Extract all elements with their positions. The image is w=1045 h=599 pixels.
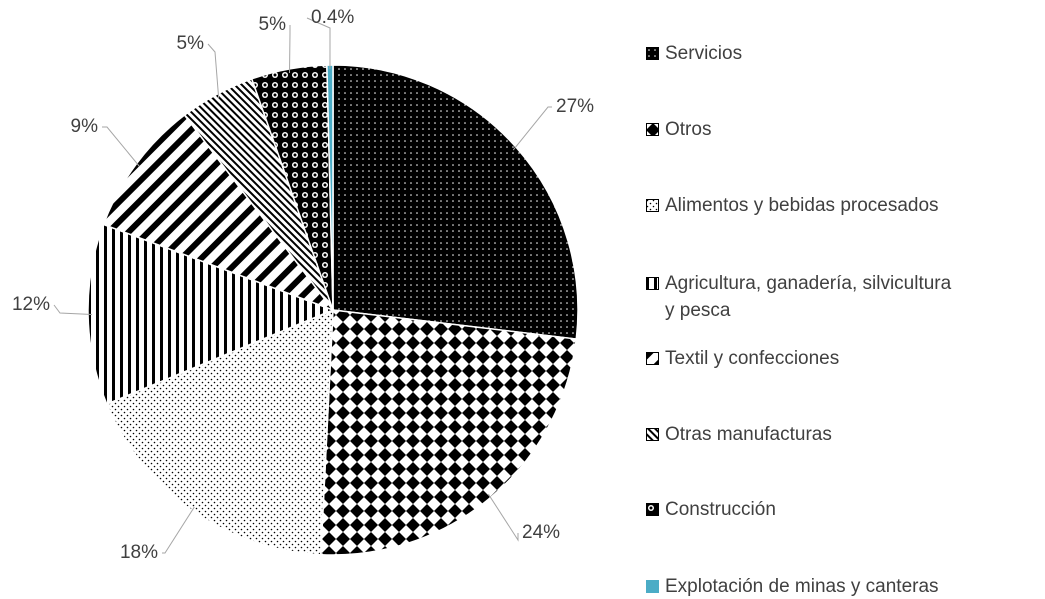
legend-label: Otras manufacturas [665,424,832,445]
legend-swatch [646,428,659,441]
legend-swatch-fill [646,199,659,212]
legend-label: Servicios [665,43,743,64]
legend-swatch [646,47,659,60]
legend-item: Servicios [646,40,1045,67]
leader-line [53,304,93,316]
legend-label: Explotación de minas y canteras [665,576,939,597]
legend-label: Construcción [665,499,776,520]
leader-line [207,43,220,98]
legend-swatch-fill [646,47,659,60]
legend-swatch-fill [646,428,659,441]
legend-item: Agricultura, ganadería, silvicultura y p… [646,270,955,324]
legend-swatch [646,277,659,290]
legend-label: Agricultura, ganadería, silvicultura y p… [665,273,952,321]
leader-line [102,126,140,167]
leader-line [512,106,552,151]
legend-label: Otros [665,119,712,140]
legend-item: Textil y confecciones [646,345,1045,372]
data-label: 24% [522,522,560,543]
legend-label: Textil y confecciones [665,348,840,369]
legend-swatch [646,123,659,136]
legend-item: Explotación de minas y canteras [646,573,1045,599]
leader-line [488,493,519,542]
legend-item: Alimentos y bebidas procesados [646,192,1045,219]
legend-swatch-fill [646,277,659,290]
legend-swatch-fill [646,123,659,136]
leader-line [306,17,331,70]
data-label: 5% [259,14,287,35]
legend-swatch-fill [646,503,659,516]
pie-slice [332,64,579,340]
legend-swatch [646,503,659,516]
data-label: 27% [556,96,594,117]
pie-slice [102,114,336,312]
leader-line [162,506,195,554]
legend-item: Otros [646,116,1045,143]
pie-area: 27% 24% 18% 12% 9% 5% 5% 0.4% [12,7,594,563]
data-label: 9% [71,116,99,137]
legend-label: Alimentos y bebidas procesados [665,195,939,216]
legend-swatch [646,580,659,593]
legend-swatch-fill [646,352,659,365]
data-label: 0.4% [311,7,354,28]
data-label: 18% [120,542,158,563]
pie-slice [319,309,578,556]
legend-item: Construcción [646,496,1045,523]
data-label: 5% [177,33,205,54]
legend-swatch [646,199,659,212]
legend-swatch [646,352,659,365]
legend-item: Otras manufacturas [646,421,1045,448]
data-label: 12% [12,294,50,315]
legend-swatch-fill [646,580,659,593]
